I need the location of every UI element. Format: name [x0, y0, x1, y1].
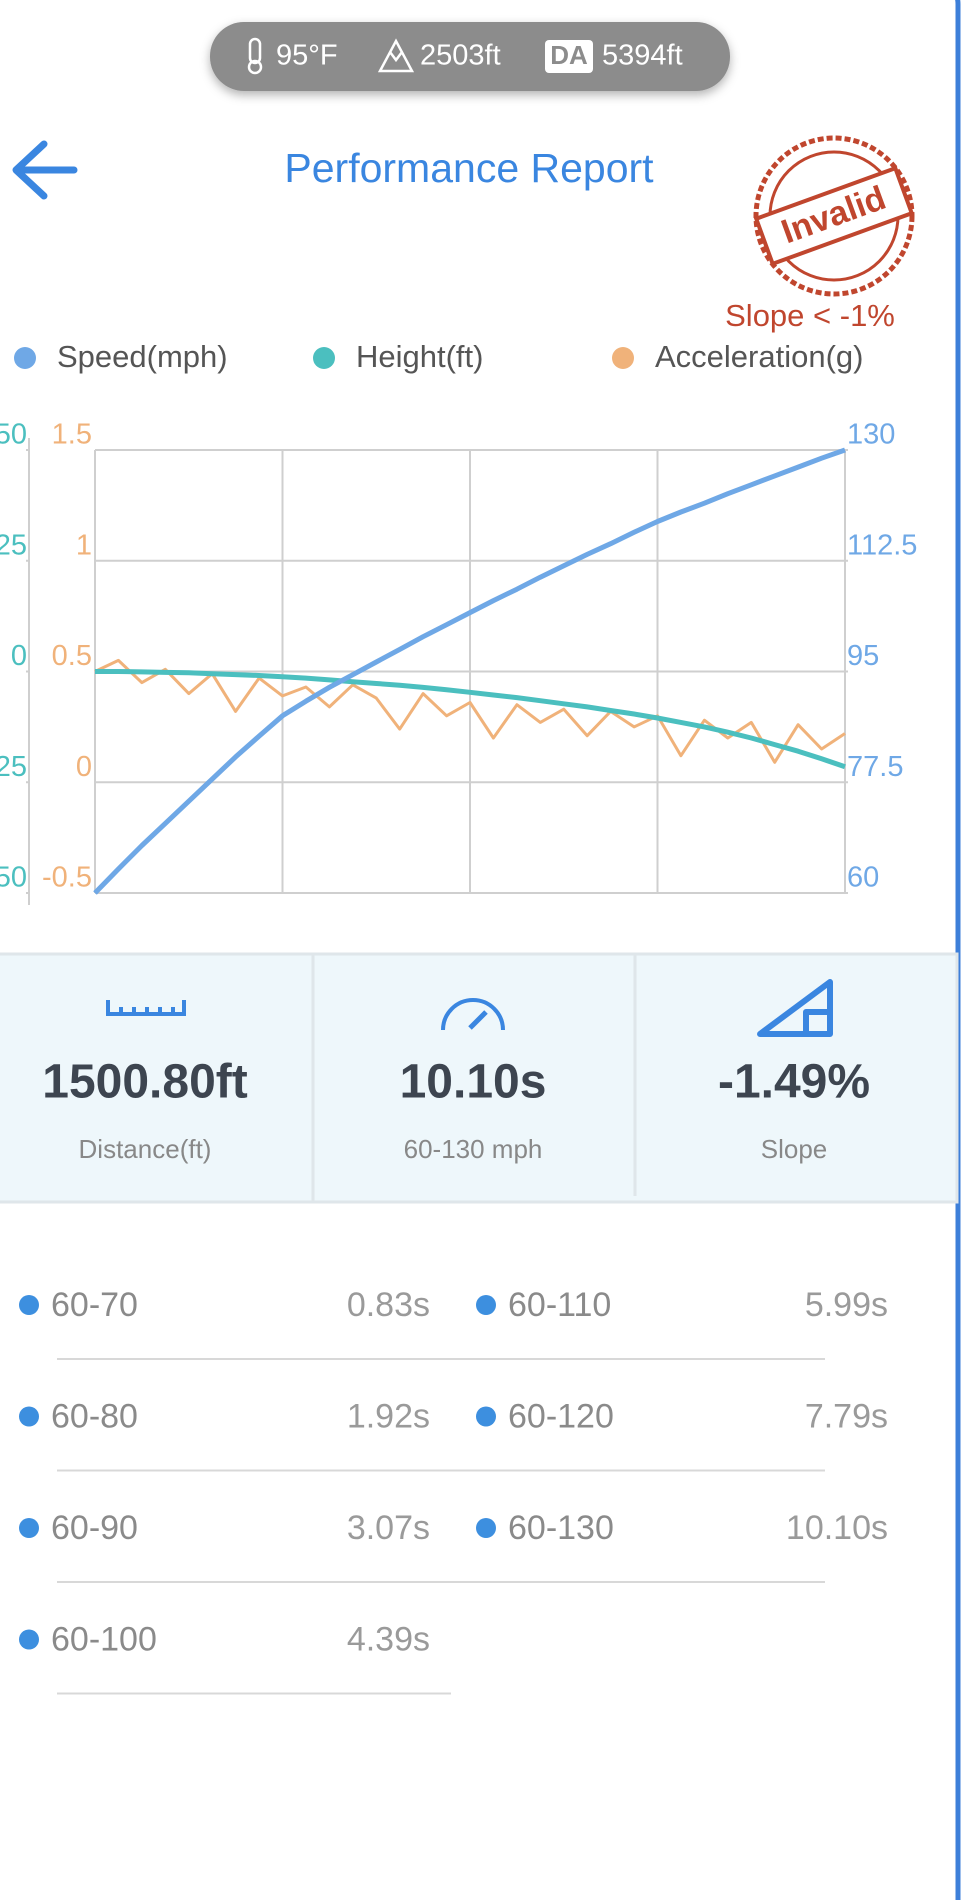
y2-tick-label: 130 — [847, 419, 895, 451]
split-dot — [19, 1406, 39, 1427]
series-line — [93, 447, 846, 895]
chart: Speed(mph) Height(ft) Acceleration(g) -0.5 0… — [0, 339, 917, 905]
ruler-icon — [106, 1000, 186, 1016]
stat-value: -1.49% — [718, 1056, 870, 1109]
stats-panel — [0, 952, 959, 1204]
split-range: 60-90 — [51, 1509, 138, 1547]
split-range: 60-100 — [51, 1620, 157, 1658]
split-time: 7.79s — [805, 1397, 888, 1435]
stat-label: Distance(ft) — [79, 1134, 212, 1164]
split-range: 60-130 — [508, 1509, 614, 1547]
stamp-note: Slope < -1% — [725, 298, 895, 333]
legend-marker — [612, 347, 634, 369]
y3-tick-label: 0 — [11, 640, 27, 672]
stat-value: 1500.80ft — [42, 1056, 247, 1109]
da-label: DA — [550, 40, 588, 70]
y-tick-label: 0.5 — [52, 640, 92, 672]
split-time: 10.10s — [786, 1509, 888, 1547]
thermometer-icon — [247, 37, 263, 75]
split-time: 4.39s — [347, 1620, 430, 1658]
split-range: 60-120 — [508, 1397, 614, 1435]
y2-tick-label: 60 — [847, 862, 879, 894]
y2-tick-label: 112.5 — [847, 529, 917, 561]
speedometer-icon — [441, 998, 505, 1031]
legend-marker — [313, 347, 335, 369]
stat-label: Slope — [761, 1134, 828, 1164]
y2-tick-label: 77.5 — [847, 751, 903, 783]
split-time: 0.83s — [347, 1286, 430, 1324]
stats: 1500.80ft Distance(ft) 10.10s 60-130 mph -1.… — [42, 1056, 870, 1164]
stats-background — [0, 952, 959, 1204]
split-dot — [476, 1295, 496, 1315]
status-pill — [210, 22, 730, 91]
legend-label: Acceleration(g) — [655, 339, 863, 374]
y-tick-label: -0.5 — [42, 862, 92, 894]
y-tick-label: 1 — [76, 529, 92, 561]
split-times: 60-70 0.83s 60-80 1.92s 60-90 3.07s 60-100 4.39… — [19, 1286, 888, 1695]
legend-label: Height(ft) — [356, 339, 483, 374]
split-range: 60-80 — [51, 1397, 138, 1435]
legend-label: Speed(mph) — [57, 339, 228, 374]
y3-tick-label: 25 — [0, 529, 27, 561]
split-range: 60-70 — [51, 1286, 138, 1324]
stat-value: 10.10s — [400, 1056, 547, 1109]
y3-tick-label: -25 — [0, 751, 27, 783]
density-altitude: 5394ft — [602, 40, 683, 72]
split-range: 60-110 — [508, 1286, 611, 1324]
split-dot — [476, 1406, 496, 1427]
y3-tick-label: 50 — [0, 419, 27, 451]
altitude: 2503ft — [420, 40, 501, 72]
split-dot — [19, 1518, 39, 1538]
stat-label: 60-130 mph — [404, 1134, 543, 1164]
split-dot — [19, 1629, 39, 1650]
mountain-icon — [377, 38, 415, 73]
split-time: 1.92s — [347, 1397, 430, 1435]
split-dot — [19, 1295, 39, 1315]
y-tick-label: 0 — [76, 751, 92, 783]
y-tick-label: 1.5 — [52, 419, 92, 451]
back-button[interactable] — [12, 140, 78, 200]
y3-tick-label: -50 — [0, 862, 27, 894]
status-bar: 95°F 2503ft DA 5394ft — [210, 22, 730, 91]
slope-icon — [757, 979, 833, 1037]
split-time: 3.07s — [347, 1509, 430, 1547]
split-time: 5.99s — [805, 1286, 888, 1324]
y2-tick-label: 95 — [847, 640, 879, 672]
series-line — [95, 669, 846, 770]
da-badge — [545, 40, 593, 73]
legend-marker — [14, 347, 36, 369]
split-dot — [476, 1518, 496, 1538]
temperature: 95°F — [276, 40, 338, 72]
page-title: Performance Report — [284, 145, 654, 191]
